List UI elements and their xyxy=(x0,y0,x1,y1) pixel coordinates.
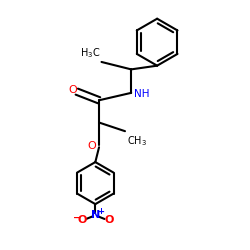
Text: O: O xyxy=(104,215,114,225)
Text: N: N xyxy=(91,210,100,220)
Text: O: O xyxy=(68,86,77,96)
Text: O: O xyxy=(77,215,86,225)
Text: H$_3$C: H$_3$C xyxy=(80,47,100,60)
Text: −: − xyxy=(73,213,81,223)
Text: O: O xyxy=(87,140,96,150)
Text: +: + xyxy=(97,207,104,216)
Text: NH: NH xyxy=(134,88,150,99)
Text: CH$_3$: CH$_3$ xyxy=(127,134,147,148)
